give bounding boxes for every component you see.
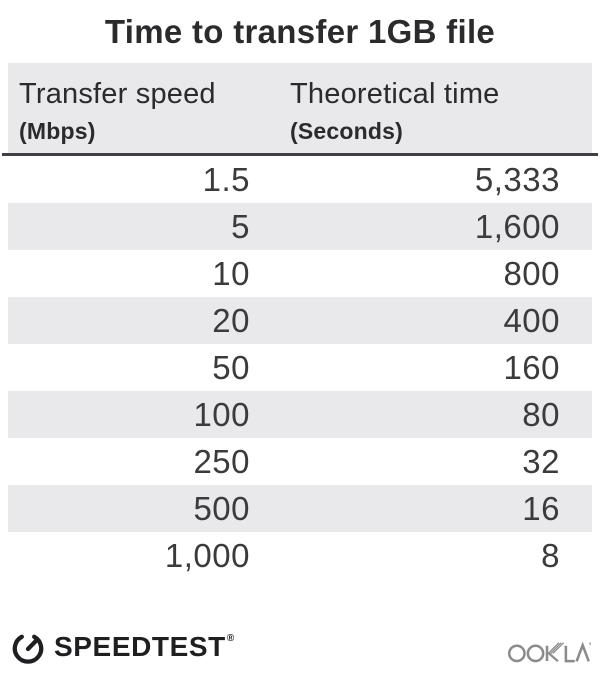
column-header-time-label: Theoretical time [290,78,500,110]
cell-transfer-speed: 5 [231,208,250,245]
speedtest-logo: SPEEDTEST ® [10,629,234,665]
table-row: 20 400 [8,297,592,344]
cell-transfer-speed: 20 [212,302,250,339]
speedtest-wordmark: SPEEDTEST [54,631,226,662]
table-row: 100 80 [8,391,592,438]
column-header-speed: Transfer speed (Mbps) [8,63,282,153]
cell-transfer-speed: 500 [193,490,250,527]
cell-theoretical-time: 8 [541,537,560,574]
column-header-speed-unit: (Mbps) [19,118,96,144]
cell-theoretical-time: 400 [503,302,560,339]
cell-transfer-speed: 250 [193,443,250,480]
table-row: 10 800 [8,250,592,297]
speedtest-gauge-icon [12,634,44,664]
cell-theoretical-time: 16 [522,490,560,527]
cell-theoretical-time: 800 [503,255,560,292]
table-row: 1.5 5,333 [8,156,592,203]
cell-transfer-speed: 10 [212,255,250,292]
transfer-table: Transfer speed (Mbps) Theoretical time (… [8,63,592,579]
ookla-logo [508,641,591,663]
table-header: Transfer speed (Mbps) Theoretical time (… [8,63,592,153]
cell-theoretical-time: 5,333 [474,161,560,198]
cell-theoretical-time: 32 [522,443,560,480]
table-body: 1.5 5,333 5 1,600 10 800 20 400 50 160 100 80 250 32 5… [8,156,592,579]
cell-transfer-speed: 1.5 [202,161,250,198]
table-row: 500 16 [8,485,592,532]
header-divider [2,153,598,156]
table-row: 50 160 [8,344,592,391]
page-title: Time to transfer 1GB file [104,13,496,50]
cell-theoretical-time: 160 [503,349,560,386]
column-header-time: Theoretical time (Seconds) [282,63,592,153]
cell-transfer-speed: 50 [212,349,250,386]
column-header-time-unit: (Seconds) [290,118,403,144]
column-header-speed-label: Transfer speed [19,78,216,110]
cell-theoretical-time: 80 [522,396,560,433]
cell-theoretical-time: 1,600 [474,208,560,245]
table-row: 1,000 8 [8,532,592,579]
registered-trademark: ® [226,633,235,644]
cell-transfer-speed: 1,000 [164,537,250,574]
table-row: 250 32 [8,438,592,485]
table-row: 5 1,600 [8,203,592,250]
cell-transfer-speed: 100 [193,396,250,433]
